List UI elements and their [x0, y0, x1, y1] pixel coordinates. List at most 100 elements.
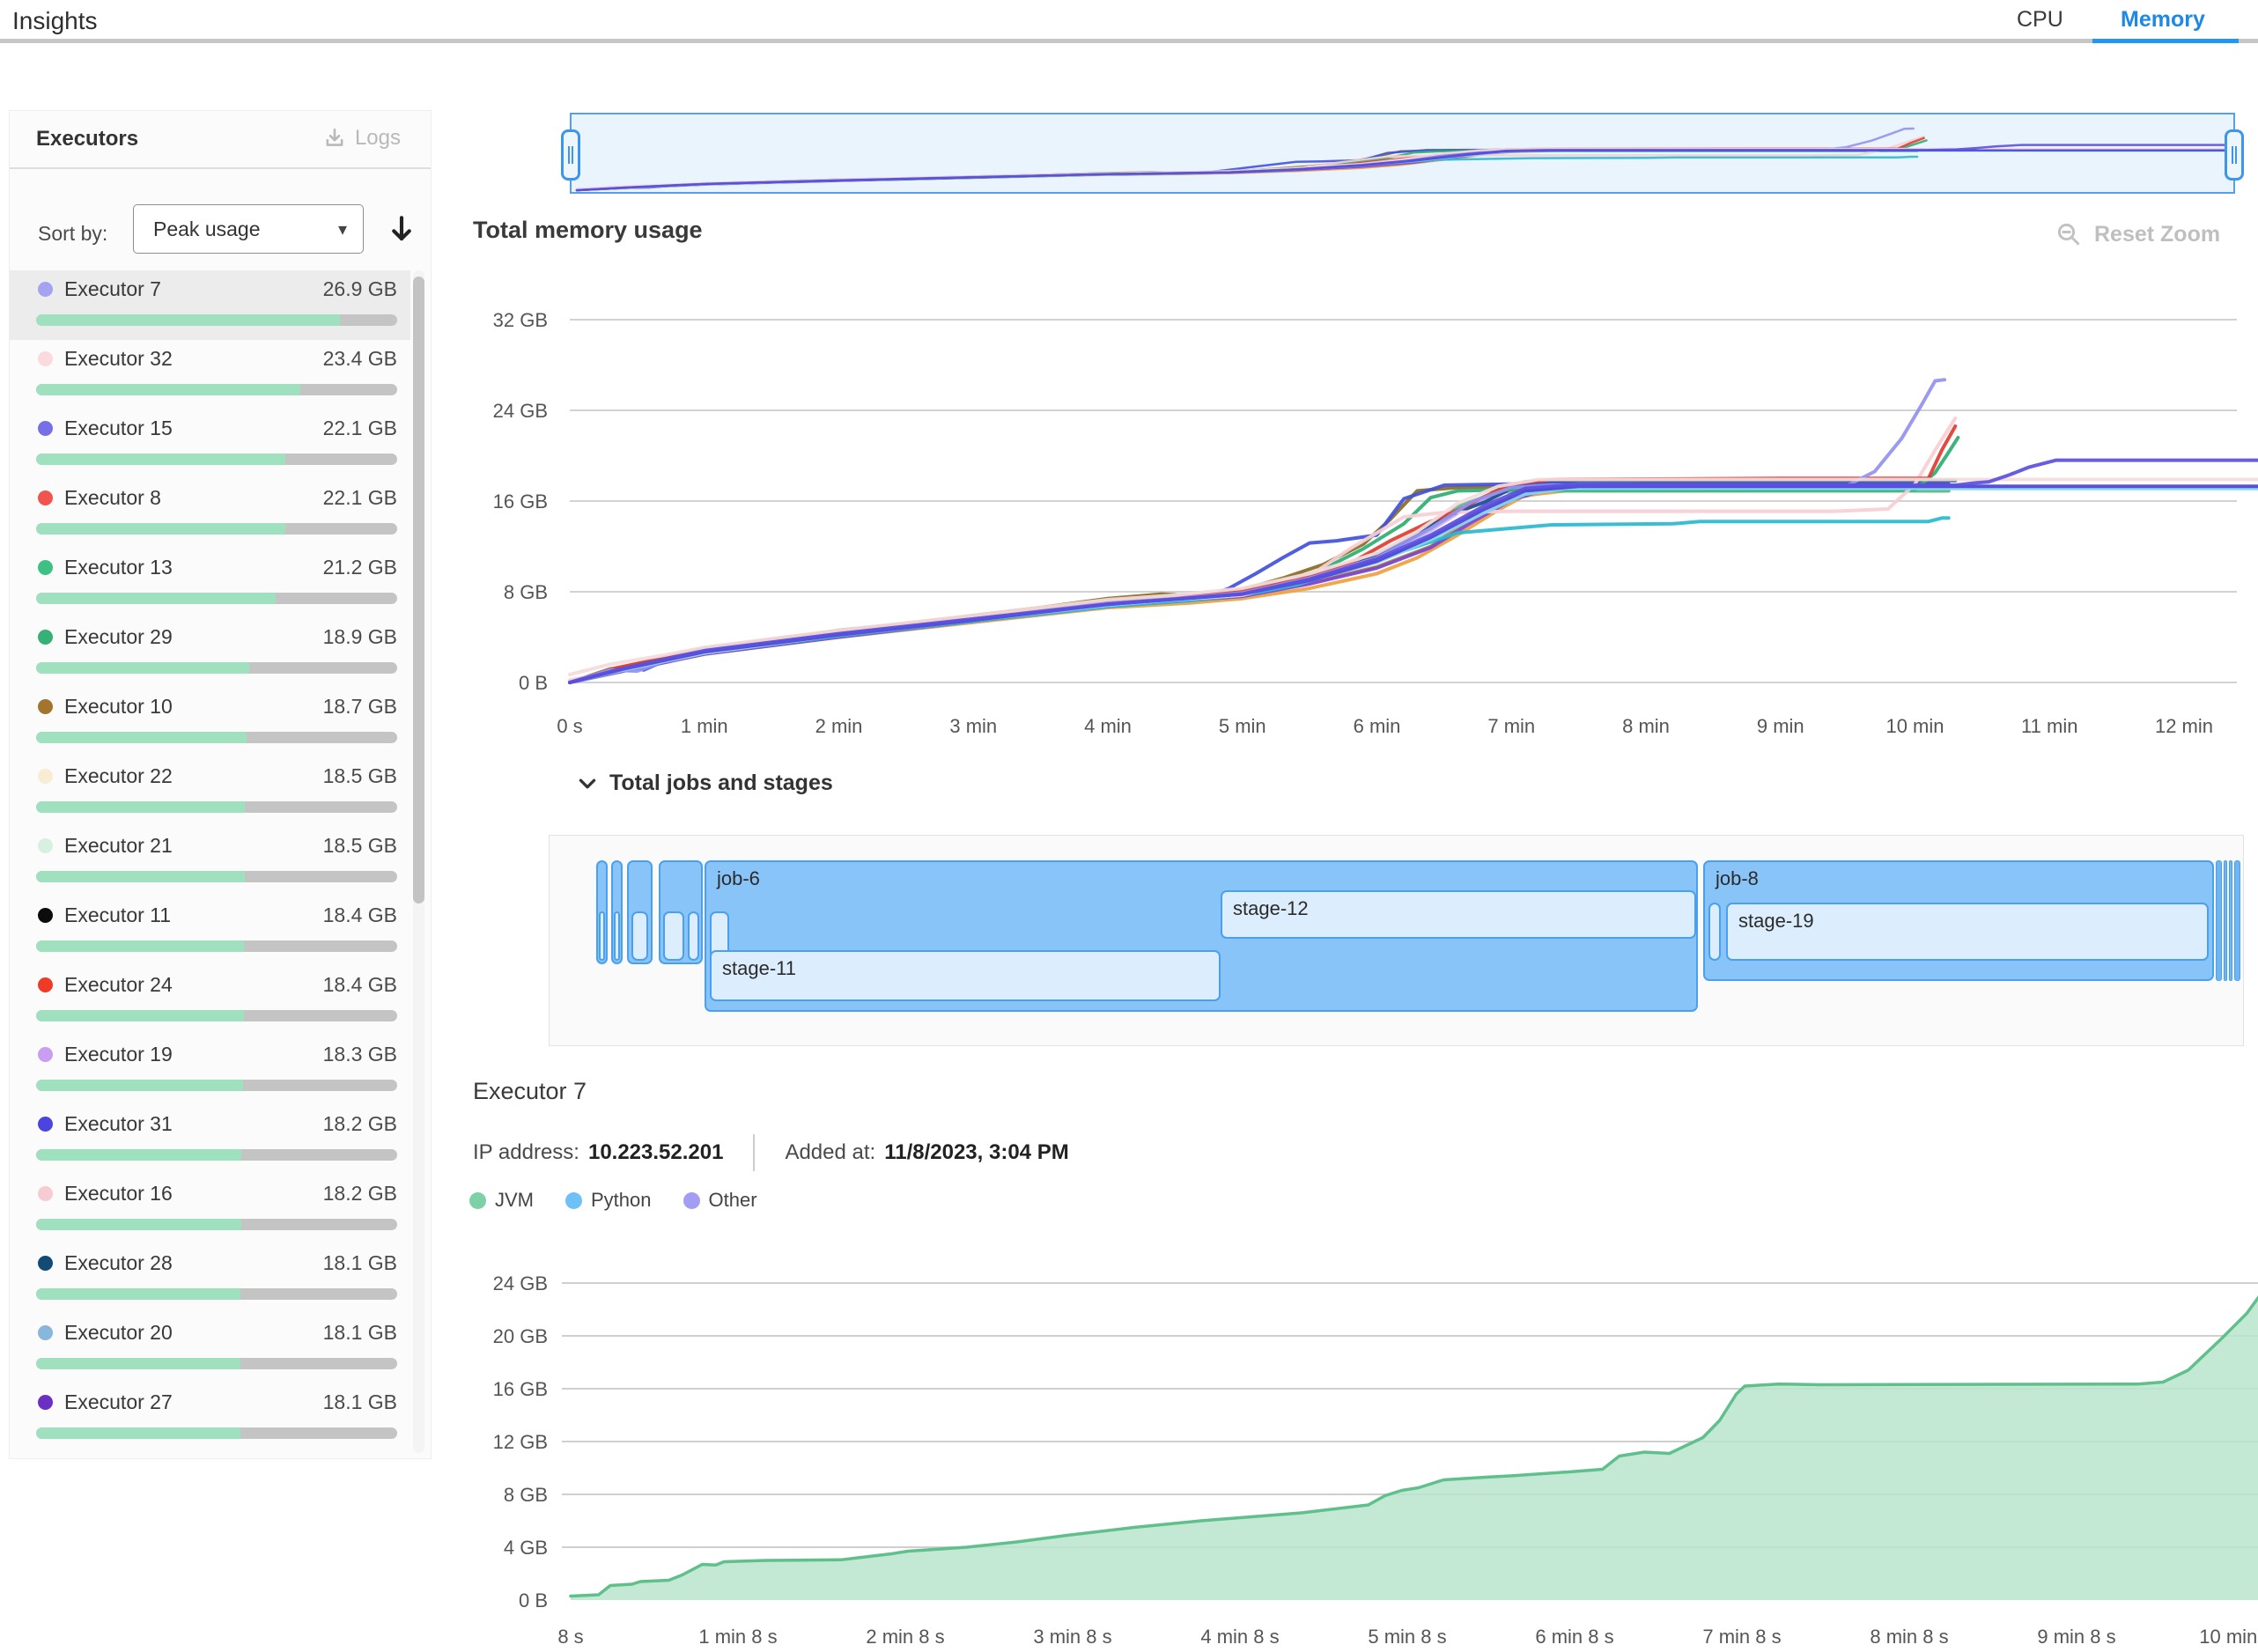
gantt-stage-label: stage-12	[1233, 897, 1309, 919]
executor-list-item[interactable]: Executor 27 18.1 GB	[10, 1383, 410, 1453]
executor-name: Executor 32	[64, 347, 173, 370]
mini-series-executor-blueviolet	[575, 144, 2233, 192]
added-label: Added at:	[785, 1140, 876, 1164]
executor-list-item[interactable]: Executor 24 18.4 GB	[10, 966, 410, 1036]
gantt-stage-stage-19[interactable]: stage-19	[1726, 903, 2209, 961]
svg-text:10 min 8 s: 10 min 8 s	[2199, 1626, 2258, 1648]
svg-text:4 min 8 s: 4 min 8 s	[1200, 1626, 1279, 1648]
svg-text:2 min: 2 min	[815, 715, 863, 737]
brush-handle-left[interactable]	[561, 129, 580, 181]
executor-name: Executor 15	[64, 417, 173, 439]
legend-dot	[565, 1191, 582, 1209]
executor-usage-fill	[36, 940, 244, 952]
scrollbar-thumb[interactable]	[413, 277, 424, 903]
sort-select[interactable]: Peak usage ▾	[133, 204, 364, 254]
executor-color-dot	[38, 1047, 53, 1062]
executor-list-item[interactable]: Executor 13 21.2 GB	[10, 549, 410, 618]
executor-memory-area-chart[interactable]: 24 GB 20 GB 16 GB 12 GB 8 GB 4 GB 0 B 8 s 1 min …	[467, 1250, 2258, 1652]
executor-name: Executor 7	[64, 277, 161, 300]
sort-direction-button[interactable]	[380, 210, 418, 248]
tab-memory[interactable]: Memory	[2121, 7, 2205, 32]
executor-list-item[interactable]: Executor 22 18.5 GB	[10, 757, 410, 827]
jobs-section-toggle[interactable]: Total jobs and stages	[571, 770, 838, 797]
svg-text:8 s: 8 s	[557, 1626, 583, 1648]
gantt-stage[interactable]	[631, 911, 648, 961]
executor-list-item[interactable]: Executor 29 18.9 GB	[10, 618, 410, 688]
executor-peak-value: 18.2 GB	[322, 1182, 397, 1205]
svg-text:6 min 8 s: 6 min 8 s	[1535, 1626, 1613, 1648]
legend-label: JVM	[495, 1189, 534, 1211]
executor-usage-bar	[36, 523, 397, 535]
executor-color-dot	[38, 282, 53, 297]
executor-peak-value: 21.2 GB	[322, 556, 397, 579]
svg-text:9 min 8 s: 9 min 8 s	[2037, 1626, 2115, 1648]
gantt-stage[interactable]	[614, 911, 620, 961]
gantt-stage[interactable]	[1708, 903, 1721, 961]
series-executor-blueviolet	[568, 458, 2258, 684]
executor-list-item[interactable]: Executor 21 18.5 GB	[10, 827, 410, 896]
brush-handle-right[interactable]	[2225, 129, 2244, 181]
active-tab-indicator	[2092, 39, 2239, 43]
gantt-job-stripe[interactable]	[2229, 860, 2232, 981]
logs-button[interactable]: Logs	[318, 125, 406, 151]
executor-list-item[interactable]: Executor 10 18.7 GB	[10, 688, 410, 757]
gantt-stage[interactable]	[599, 911, 605, 961]
executor-name: Executor 29	[64, 625, 173, 648]
executor-color-dot	[38, 699, 53, 714]
svg-text:32 GB: 32 GB	[493, 309, 548, 331]
executor-list-item[interactable]: Executor 32 23.4 GB	[10, 340, 410, 409]
svg-text:1 min 8 s: 1 min 8 s	[698, 1626, 777, 1648]
sort-by-label: Sort by:	[38, 222, 108, 245]
executor-name: Executor 28	[64, 1251, 173, 1274]
executor-usage-fill	[36, 1010, 244, 1021]
executor-peak-value: 18.9 GB	[322, 625, 397, 648]
jobs-stages-gantt: job-6 job-8 stage-12 stage-11 stage-19	[549, 835, 2244, 1046]
executor-usage-bar	[36, 1010, 397, 1021]
executor-peak-value: 18.4 GB	[322, 903, 397, 926]
executor-list-item[interactable]: Executor 28 18.1 GB	[10, 1244, 410, 1314]
executor-color-dot	[38, 630, 53, 645]
executor-peak-value: 26.9 GB	[322, 277, 397, 300]
executor-usage-bar	[36, 1149, 397, 1161]
gantt-job-label: job-8	[1716, 867, 1759, 889]
executor-list-item[interactable]: Executor 16 18.2 GB	[10, 1175, 410, 1244]
svg-text:3 min 8 s: 3 min 8 s	[1033, 1626, 1111, 1648]
reset-zoom-button[interactable]: Reset Zoom	[2050, 220, 2225, 248]
memory-chart-title: Total memory usage	[473, 217, 703, 243]
gantt-stage-stage-11[interactable]: stage-11	[710, 950, 1221, 1001]
executor-color-dot	[38, 1117, 53, 1132]
gantt-stage[interactable]	[663, 911, 684, 961]
gantt-job-stripe[interactable]	[2224, 860, 2227, 981]
gantt-job-stripe[interactable]	[2234, 860, 2240, 981]
legend-label: Other	[708, 1189, 757, 1211]
svg-text:4 GB: 4 GB	[504, 1537, 548, 1559]
gantt-stage-stage-12[interactable]: stage-12	[1221, 890, 1696, 939]
gantt-job-stripe[interactable]	[2216, 860, 2222, 981]
svg-text:8 GB: 8 GB	[504, 581, 548, 603]
tab-cpu[interactable]: CPU	[2017, 7, 2063, 32]
executor-usage-fill	[36, 662, 250, 674]
svg-text:12 GB: 12 GB	[493, 1431, 548, 1453]
executor-usage-bar	[36, 454, 397, 465]
ip-value: 10.223.52.201	[587, 1140, 724, 1164]
executor-usage-bar	[36, 732, 397, 743]
executor-peak-value: 18.5 GB	[322, 834, 397, 857]
total-memory-chart[interactable]: 32 GB 24 GB 16 GB 8 GB 0 B 0 s 1 min 2 min 3 min…	[467, 291, 2258, 749]
executor-list-item[interactable]: Executor 31 18.2 GB	[10, 1105, 410, 1175]
executor-list-item[interactable]: Executor 15 22.1 GB	[10, 409, 410, 479]
jvm-area-fill	[571, 1297, 2258, 1600]
executor-list-item[interactable]: Executor 11 18.4 GB	[10, 896, 410, 966]
zoom-out-icon	[2055, 221, 2082, 247]
overview-brush-chart[interactable]	[561, 113, 2244, 194]
executor-usage-bar	[36, 662, 397, 674]
executor-list-item[interactable]: Executor 8 22.1 GB	[10, 479, 410, 549]
legend-dot	[469, 1191, 486, 1209]
executor-name: Executor 21	[64, 834, 173, 857]
executor-list-item[interactable]: Executor 19 18.3 GB	[10, 1036, 410, 1105]
gantt-stage[interactable]	[688, 911, 699, 961]
executor-list-item[interactable]: Executor 20 18.1 GB	[10, 1314, 410, 1383]
executor-list: Executor 7 26.9 GB Executor 32 23.4 GB Execu…	[10, 270, 410, 1453]
executor-list-item[interactable]: Executor 7 26.9 GB	[10, 270, 410, 340]
overview-lines	[575, 127, 2233, 192]
svg-text:8 min: 8 min	[1622, 715, 1670, 737]
